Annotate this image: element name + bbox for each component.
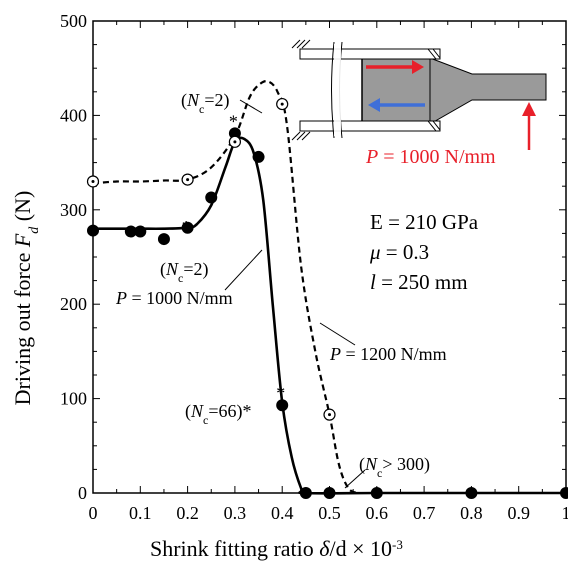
data-point-p1200 <box>86 175 100 188</box>
inset-boss-hatch <box>291 39 441 141</box>
data-point-p1200-dot <box>280 102 284 106</box>
param-elastic-modulus: E = 210 GPa <box>370 210 479 234</box>
leader-p1000 <box>224 249 263 291</box>
series-p1000-line <box>93 136 566 495</box>
y-axis-title: Driving out force Fd (N) <box>10 191 42 406</box>
y-tick-label: 100 <box>60 389 87 409</box>
data-point-p1200-dot <box>328 413 331 417</box>
inset-boss-top <box>299 48 441 60</box>
x-tick-label: 0 <box>89 503 98 523</box>
x-tick-label: 0.1 <box>129 503 152 523</box>
data-point-p1000 <box>276 399 289 412</box>
data-point-p1000 <box>157 233 170 246</box>
x-axis-title: Shrink fitting ratio δ/d × 10-3 <box>150 536 403 561</box>
y-tick-label: 500 <box>60 11 87 31</box>
data-point-p1200 <box>276 97 289 111</box>
asterisk-marker: * <box>229 111 238 131</box>
x-tick-label: 0.6 <box>366 503 389 523</box>
annotation-p1200: P = 1200 N/mm <box>329 344 447 364</box>
param-length: l = 250 mm <box>370 270 468 294</box>
data-point-p1000 <box>87 224 99 237</box>
annotation-nc66: (Nc=66)* <box>185 401 252 427</box>
x-tick-label: 0.2 <box>176 503 199 523</box>
data-point-p1200 <box>323 408 336 421</box>
annotation-p1000: P = 1000 N/mm <box>115 288 233 308</box>
inset-load-arrow <box>522 102 536 150</box>
data-point-p1000 <box>252 150 265 163</box>
x-tick-label: 0.5 <box>318 503 341 523</box>
data-point-p1000 <box>465 487 478 499</box>
leader-nc2-top <box>239 99 263 114</box>
x-tick-label: 0.3 <box>224 503 247 523</box>
x-tick-label: 0.9 <box>507 503 530 523</box>
annotations: (Nc=2) (Nc=2) P = 1000 N/mm P = 1200 N/m… <box>115 90 447 489</box>
axes: 0 0.1 0.2 0.3 0.4 0.5 0.6 0.7 0.8 0.9 1 0 100 200 300 4… <box>60 11 568 523</box>
leader-nc300 <box>344 469 366 489</box>
data-point-p1200 <box>181 173 194 186</box>
inset-break-mark-1 <box>331 41 335 139</box>
data-point-p1200-dot <box>91 179 95 183</box>
markers: * * * <box>86 97 568 499</box>
inset-red-arrow <box>366 60 424 74</box>
annotation-nc2-top: (Nc=2) <box>181 90 230 116</box>
data-point-p1000 <box>370 487 383 499</box>
param-poisson-ratio: μ = 0.3 <box>369 240 429 264</box>
asterisk-marker: * <box>276 383 285 403</box>
y-tick-label: 400 <box>60 105 87 125</box>
data-point-p1000 <box>299 487 312 499</box>
x-tick-label: 0.8 <box>460 503 483 523</box>
data-point-p1200-dot <box>186 178 190 182</box>
data-point-p1000 <box>205 191 218 204</box>
inset-load-label-rest: = 1000 N/mm <box>378 146 496 168</box>
annotation-nc300: (Nc> 300) <box>359 454 430 480</box>
inset-break-gap <box>334 44 341 136</box>
x-tick-label: 1 <box>562 503 568 523</box>
annotation-nc2-bottom: (Nc=2) <box>160 259 209 285</box>
asterisk-marker: * <box>182 217 191 237</box>
y-tick-label: 200 <box>60 294 87 314</box>
data-point-p1000 <box>560 487 568 499</box>
inset-blue-arrow <box>368 98 425 112</box>
data-point-p1200 <box>228 135 241 148</box>
x-tick-label: 0.4 <box>271 503 294 523</box>
y-tick-label: 300 <box>60 200 87 220</box>
x-tick-label: 0.7 <box>413 503 436 523</box>
y-tick-label: 0 <box>78 483 87 503</box>
shrink-fit-inset-illustration: P = 1000 N/mm <box>291 39 547 168</box>
data-point-p1000 <box>181 221 194 234</box>
inset-boss-bottom <box>299 120 441 132</box>
data-point-p1200-dot <box>233 140 237 144</box>
leader-p1200 <box>319 322 356 346</box>
inset-load-label: P = 1000 N/mm <box>365 146 496 168</box>
parameter-block: E = 210 GPa μ = 0.3 l = 250 mm <box>369 210 479 294</box>
data-point-p1000 <box>323 487 336 499</box>
data-point-p1000 <box>134 225 147 238</box>
